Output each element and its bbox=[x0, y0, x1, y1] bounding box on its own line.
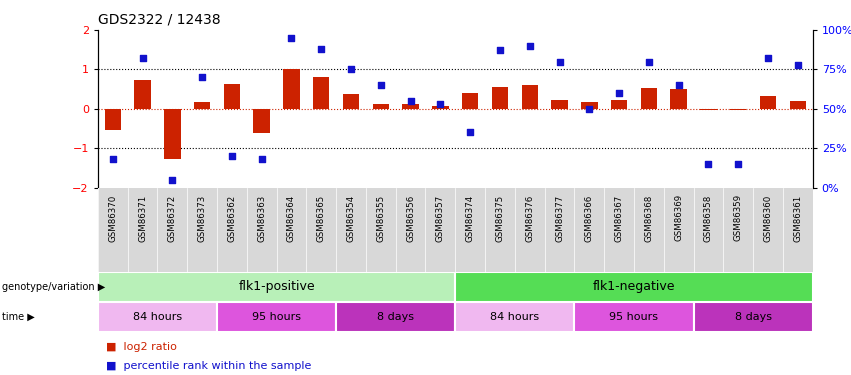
Bar bbox=[164, 109, 180, 159]
Bar bbox=[224, 84, 240, 109]
Text: GDS2322 / 12438: GDS2322 / 12438 bbox=[98, 12, 220, 26]
Bar bbox=[455, 302, 574, 332]
Point bbox=[136, 56, 150, 62]
Text: GSM86374: GSM86374 bbox=[465, 194, 475, 242]
Bar bbox=[671, 89, 687, 109]
Text: GSM86359: GSM86359 bbox=[734, 194, 743, 242]
Point bbox=[523, 43, 536, 49]
Bar bbox=[432, 106, 448, 109]
Text: GSM86362: GSM86362 bbox=[227, 194, 237, 242]
Point bbox=[403, 98, 417, 104]
Bar bbox=[194, 102, 210, 109]
Text: GSM86356: GSM86356 bbox=[406, 194, 415, 242]
Bar bbox=[373, 104, 389, 109]
Bar bbox=[343, 94, 359, 109]
Text: 84 hours: 84 hours bbox=[133, 312, 182, 322]
Point bbox=[791, 62, 805, 68]
Text: GSM86371: GSM86371 bbox=[138, 194, 147, 242]
Text: GSM86360: GSM86360 bbox=[763, 194, 773, 242]
Point bbox=[761, 56, 774, 62]
Text: 95 hours: 95 hours bbox=[252, 312, 301, 322]
Point bbox=[553, 58, 567, 64]
Point bbox=[106, 156, 119, 162]
Text: 95 hours: 95 hours bbox=[609, 312, 659, 322]
Point bbox=[672, 82, 686, 88]
Bar bbox=[336, 302, 455, 332]
Point bbox=[642, 58, 655, 64]
Bar bbox=[217, 302, 336, 332]
Bar bbox=[790, 101, 806, 109]
Text: GSM86354: GSM86354 bbox=[346, 194, 356, 242]
Bar bbox=[313, 77, 329, 109]
Text: GSM86357: GSM86357 bbox=[436, 194, 445, 242]
Text: GSM86369: GSM86369 bbox=[674, 194, 683, 242]
Point bbox=[493, 48, 506, 54]
Bar bbox=[574, 302, 694, 332]
Text: GSM86375: GSM86375 bbox=[495, 194, 505, 242]
Text: GSM86372: GSM86372 bbox=[168, 194, 177, 242]
Bar bbox=[492, 87, 508, 109]
Point bbox=[344, 66, 357, 72]
Text: GSM86363: GSM86363 bbox=[257, 194, 266, 242]
Point bbox=[225, 153, 238, 159]
Text: GSM86365: GSM86365 bbox=[317, 194, 326, 242]
Text: ■  log2 ratio: ■ log2 ratio bbox=[106, 342, 177, 352]
Point bbox=[701, 161, 715, 167]
Point bbox=[463, 129, 477, 135]
Text: 84 hours: 84 hours bbox=[490, 312, 540, 322]
Bar bbox=[283, 69, 300, 109]
Point bbox=[374, 82, 387, 88]
Bar bbox=[403, 104, 419, 109]
Bar bbox=[98, 302, 217, 332]
Bar bbox=[98, 272, 455, 302]
Point bbox=[612, 90, 625, 96]
Point bbox=[433, 101, 448, 107]
Text: GSM86358: GSM86358 bbox=[704, 194, 713, 242]
Point bbox=[165, 177, 179, 183]
Bar bbox=[134, 80, 151, 109]
Bar bbox=[522, 85, 538, 109]
Point bbox=[731, 161, 745, 167]
Text: GSM86364: GSM86364 bbox=[287, 194, 296, 242]
Bar bbox=[611, 100, 627, 109]
Bar bbox=[455, 272, 813, 302]
Text: GSM86377: GSM86377 bbox=[555, 194, 564, 242]
Point bbox=[255, 156, 269, 162]
Text: GSM86355: GSM86355 bbox=[376, 194, 386, 242]
Bar bbox=[254, 109, 270, 133]
Text: GSM86373: GSM86373 bbox=[197, 194, 207, 242]
Text: flk1-positive: flk1-positive bbox=[238, 280, 315, 293]
Text: genotype/variation ▶: genotype/variation ▶ bbox=[2, 282, 105, 292]
Text: GSM86367: GSM86367 bbox=[614, 194, 624, 242]
Point bbox=[315, 46, 328, 52]
Text: GSM86366: GSM86366 bbox=[585, 194, 594, 242]
Bar bbox=[462, 93, 478, 109]
Point bbox=[582, 106, 596, 112]
Bar bbox=[581, 102, 597, 109]
Point bbox=[284, 35, 298, 41]
Text: flk1-negative: flk1-negative bbox=[593, 280, 675, 293]
Bar bbox=[641, 88, 657, 109]
Text: time ▶: time ▶ bbox=[2, 312, 34, 322]
Text: 8 days: 8 days bbox=[734, 312, 772, 322]
Text: GSM86370: GSM86370 bbox=[108, 194, 117, 242]
Bar bbox=[760, 96, 776, 109]
Bar bbox=[105, 109, 121, 130]
Text: GSM86368: GSM86368 bbox=[644, 194, 654, 242]
Bar bbox=[551, 100, 568, 109]
Bar bbox=[694, 302, 813, 332]
Text: 8 days: 8 days bbox=[377, 312, 414, 322]
Point bbox=[196, 74, 209, 80]
Text: GSM86376: GSM86376 bbox=[525, 194, 534, 242]
Text: ■  percentile rank within the sample: ■ percentile rank within the sample bbox=[106, 361, 311, 370]
Text: GSM86361: GSM86361 bbox=[793, 194, 802, 242]
